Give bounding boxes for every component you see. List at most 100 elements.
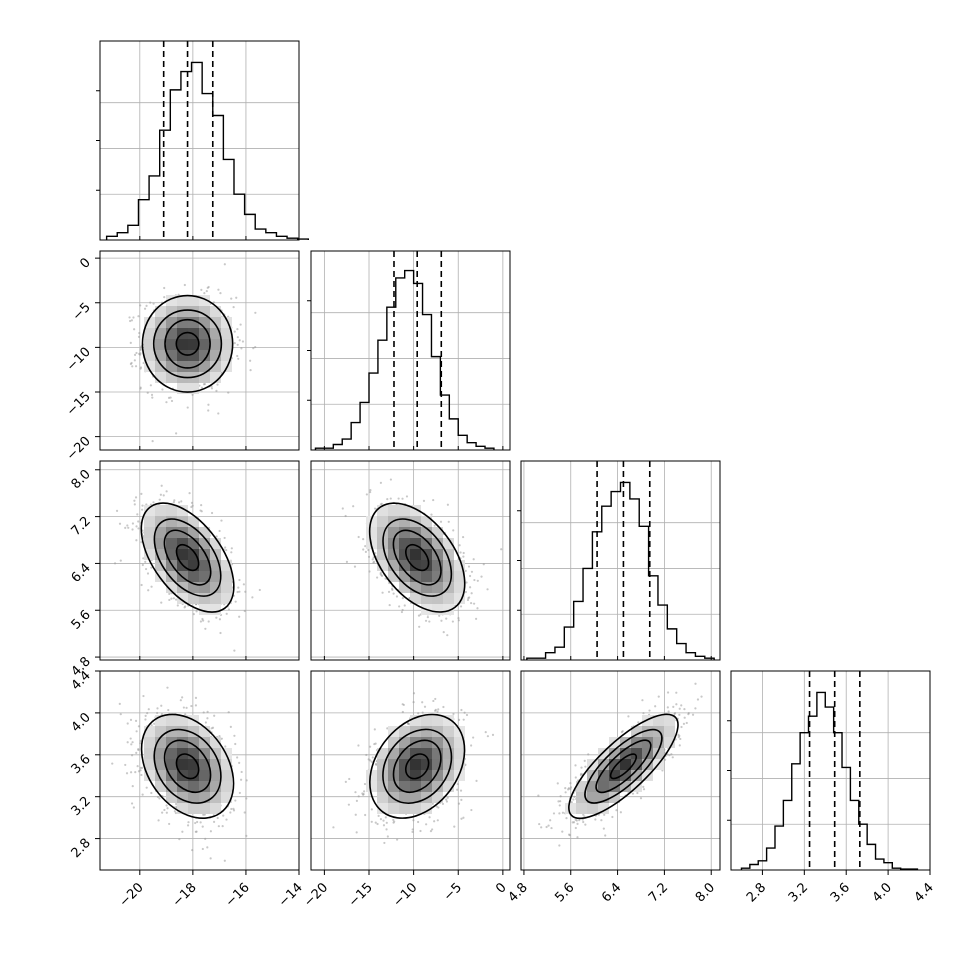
scatter-point: [573, 795, 576, 799]
scatter-point: [141, 563, 144, 567]
density-cell: [664, 726, 675, 737]
scatter-point: [178, 838, 181, 841]
scatter-point: [124, 526, 127, 529]
scatter-point: [369, 490, 372, 494]
x-tick-label: −20: [301, 880, 331, 910]
scatter-point: [642, 785, 645, 788]
scatter-point: [146, 711, 149, 715]
scatter-point: [458, 544, 461, 547]
contour-level-2: [153, 518, 222, 597]
density-cell: [454, 560, 465, 571]
scatter-point: [238, 791, 241, 795]
density-cell: [366, 770, 377, 781]
contour-level-1: [164, 318, 211, 369]
density-cell: [221, 593, 232, 604]
scatter-point: [417, 712, 420, 715]
scatter-point: [419, 829, 422, 833]
scatter-point: [678, 713, 681, 716]
contour-level-0: [404, 753, 430, 780]
scatter-point: [460, 817, 463, 820]
density-cell: [432, 715, 443, 726]
panel-frame: [99, 40, 300, 241]
scatter-point: [176, 604, 179, 607]
scatter-point: [215, 389, 218, 393]
scatter-point: [431, 828, 434, 831]
scatter-point: [135, 525, 138, 528]
scatter-point: [683, 708, 686, 711]
scatter-point: [162, 494, 165, 497]
density-cell: [664, 737, 675, 748]
density-cell: [177, 593, 188, 604]
panel-frame: [310, 250, 511, 451]
scatter-point: [397, 497, 400, 500]
scatter-point: [437, 708, 440, 711]
panel-content: [100, 671, 299, 870]
scatter-point: [418, 625, 421, 628]
scatter-point: [679, 737, 682, 741]
density-cell: [188, 295, 199, 306]
scatter-point: [160, 601, 163, 604]
scatter-point: [469, 601, 473, 605]
density-cell: [399, 737, 410, 748]
scatter-point: [204, 627, 207, 630]
scatter-point: [160, 704, 163, 707]
scatter-point: [140, 583, 143, 587]
scatter-point: [347, 803, 350, 806]
contour-level-2: [382, 728, 453, 804]
scatter-point: [165, 804, 168, 807]
scatter-point: [191, 848, 194, 852]
scatter-point: [185, 706, 188, 709]
density-cell: [388, 803, 399, 814]
scatter-point: [241, 340, 245, 343]
scatter-point: [423, 705, 427, 708]
density-cell: [421, 715, 432, 726]
scatter-point: [470, 808, 473, 812]
scatter-point: [470, 570, 474, 573]
scatter-point: [152, 501, 155, 504]
scatter-point: [670, 753, 673, 756]
scatter-point: [472, 736, 475, 739]
density-cell: [399, 516, 410, 527]
scatter-point: [344, 514, 347, 518]
scatter-point: [453, 825, 456, 828]
scatter-point: [210, 727, 213, 730]
scatter-point: [254, 311, 257, 314]
scatter-point: [161, 388, 164, 391]
scatter-point: [244, 590, 247, 593]
scatter-point: [131, 785, 134, 788]
scatter-point: [422, 499, 426, 502]
density-cell: [576, 781, 587, 792]
density-cell: [166, 328, 177, 339]
density-cell: [421, 582, 432, 593]
density-cell: [377, 792, 388, 803]
density-cell: [210, 538, 221, 549]
scatter-point: [438, 614, 441, 617]
density-cell: [210, 604, 221, 615]
scatter-point: [641, 699, 644, 702]
scatter-point: [209, 830, 212, 833]
density-cell: [188, 516, 199, 527]
density-cell: [221, 582, 232, 593]
density-cell: [166, 715, 177, 726]
density-cell: [166, 759, 177, 770]
scatter-point: [127, 526, 130, 529]
density-cell: [421, 759, 432, 770]
density-cell: [642, 759, 653, 770]
scatter-point: [170, 399, 174, 403]
density-cell: [620, 770, 631, 781]
scatter-point: [188, 492, 191, 495]
scatter-point: [375, 763, 378, 766]
scatter-point: [165, 490, 168, 493]
scatter-point: [236, 756, 239, 759]
scatter-point: [556, 782, 559, 785]
density-cell: [609, 781, 620, 792]
density-cell: [210, 770, 221, 781]
density-cell: [166, 792, 177, 803]
scatter-point: [365, 493, 368, 496]
density-cell: [620, 759, 631, 770]
density-cell: [421, 803, 432, 814]
density-cell: [609, 792, 620, 803]
scatter-point: [133, 353, 137, 356]
density-cell: [144, 339, 155, 350]
density-cell: [144, 527, 155, 538]
